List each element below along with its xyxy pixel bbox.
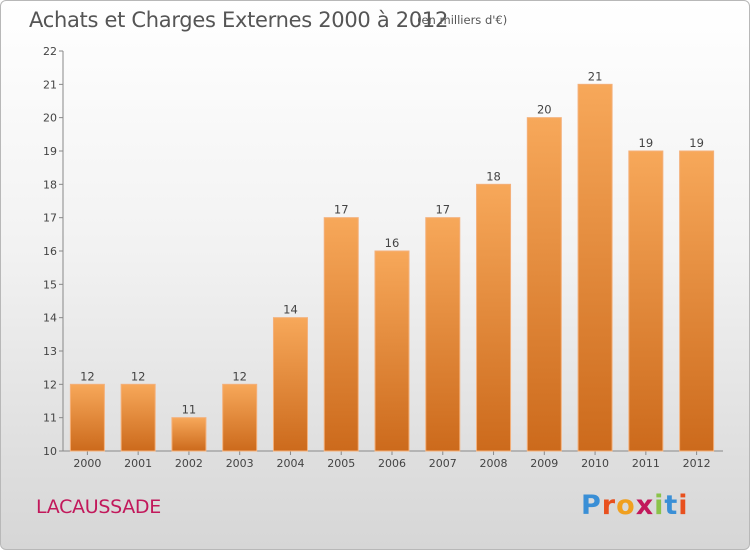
data-label-2007: 17	[435, 203, 450, 217]
proxiti-logo[interactable]: Proxiti	[581, 490, 689, 521]
logo-letter: i	[654, 490, 665, 521]
y-tick-label: 14	[43, 312, 57, 325]
logo-letter: i	[678, 490, 689, 521]
data-label-2001: 12	[131, 369, 146, 383]
x-tick-label-2009: 2009	[530, 457, 558, 470]
y-tick-label: 16	[43, 245, 57, 258]
bar-2012[interactable]	[679, 150, 715, 452]
data-label-2010: 21	[588, 69, 603, 83]
data-label-2012: 19	[689, 136, 704, 150]
logo-letter: x	[635, 490, 655, 521]
bar-2001[interactable]	[120, 383, 156, 452]
y-tick-label: 17	[43, 212, 57, 225]
data-label-2009: 20	[537, 103, 552, 117]
location-name: LACAUSSADE	[36, 496, 161, 518]
bar-2009[interactable]	[526, 117, 562, 452]
y-tick-label: 11	[43, 412, 57, 425]
logo-letter: t	[664, 490, 679, 521]
data-label-2004: 14	[283, 303, 298, 317]
y-tick-label: 21	[43, 78, 57, 91]
x-tick-label-2000: 2000	[73, 457, 101, 470]
bar-2005[interactable]	[323, 217, 359, 452]
y-tick-label: 20	[43, 112, 57, 125]
bar-2011[interactable]	[628, 150, 664, 452]
x-tick-label-2010: 2010	[581, 457, 609, 470]
y-tick-label: 10	[43, 445, 57, 458]
y-tick-label: 15	[43, 278, 57, 291]
x-tick-label-2004: 2004	[276, 457, 304, 470]
x-tick-label-2003: 2003	[226, 457, 254, 470]
x-tick-label-2011: 2011	[632, 457, 660, 470]
x-tick-label-2001: 2001	[124, 457, 152, 470]
data-label-2008: 18	[486, 169, 501, 183]
x-tick-label-2006: 2006	[378, 457, 406, 470]
x-tick-label-2002: 2002	[175, 457, 203, 470]
x-tick-label-2007: 2007	[429, 457, 457, 470]
bar-2010[interactable]	[577, 83, 613, 452]
y-tick-label: 18	[43, 178, 57, 191]
data-label-2011: 19	[639, 136, 654, 150]
data-label-2006: 16	[385, 236, 400, 250]
chart-title: Achats et Charges Externes 2000 à 2012	[29, 8, 449, 32]
x-tick-label-2008: 2008	[480, 457, 508, 470]
y-tick-label: 12	[43, 378, 57, 391]
bar-2002[interactable]	[171, 417, 207, 452]
data-label-2000: 12	[80, 369, 95, 383]
bar-2007[interactable]	[425, 217, 461, 452]
logo-letter: o	[616, 490, 636, 521]
y-tick-label: 19	[43, 145, 57, 158]
chart-subtitle: (en milliers d'€)	[417, 13, 508, 27]
y-tick-label: 22	[43, 45, 57, 58]
x-tick-label-2005: 2005	[327, 457, 355, 470]
bar-2000[interactable]	[69, 383, 105, 452]
data-label-2002: 11	[182, 403, 197, 417]
bar-2003[interactable]	[222, 383, 258, 452]
bar-2006[interactable]	[374, 250, 410, 452]
bar-2008[interactable]	[476, 183, 512, 452]
x-tick-label-2012: 2012	[683, 457, 711, 470]
data-label-2005: 17	[334, 203, 349, 217]
logo-letter: P	[581, 490, 602, 521]
logo-letter: r	[601, 490, 617, 521]
bar-2004[interactable]	[272, 317, 308, 452]
y-tick-label: 13	[43, 345, 57, 358]
data-label-2003: 12	[232, 369, 247, 383]
